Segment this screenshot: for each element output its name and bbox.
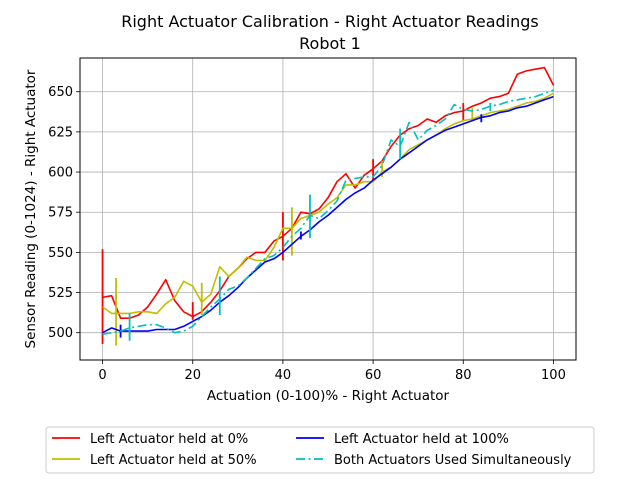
y-tick-label: 500 xyxy=(48,326,73,341)
legend: Left Actuator held at 0% Left Actuator he… xyxy=(45,426,595,474)
x-tick-label: 80 xyxy=(455,368,472,383)
x-tick-label: 0 xyxy=(98,368,106,383)
series-line xyxy=(102,92,554,315)
y-tick-label: 650 xyxy=(48,85,73,100)
y-axis-label: Sensor Reading (0-1024) - Right Actuator xyxy=(23,69,39,348)
legend-label: Left Actuator held at 100% xyxy=(334,432,509,447)
legend-frame xyxy=(45,426,595,474)
x-tick-label: 60 xyxy=(365,368,382,383)
legend-label: Left Actuator held at 50% xyxy=(90,453,257,468)
series-2 xyxy=(102,92,554,346)
y-tick-label: 525 xyxy=(48,286,73,301)
series-line xyxy=(102,89,554,336)
plot-frame xyxy=(79,57,577,361)
legend-label: Left Actuator held at 0% xyxy=(90,432,248,447)
x-axis-label: Actuation (0-100)% - Right Actuator xyxy=(207,388,450,404)
plot-background xyxy=(80,58,576,360)
x-tick-label: 20 xyxy=(184,368,201,383)
chart-title: Right Actuator Calibration - Right Actua… xyxy=(121,12,539,31)
series-line xyxy=(102,66,555,320)
y-tick-label: 600 xyxy=(48,166,73,181)
series-1 xyxy=(101,66,555,344)
x-tick-label: 100 xyxy=(541,368,566,383)
y-tick-label: 625 xyxy=(48,125,73,140)
y-tick-label: 550 xyxy=(48,246,73,261)
plot-area: 0 20 40 60 80 100 500 525 550 575 600 625 650 xyxy=(48,57,577,383)
x-axis-ticks: 0 20 40 60 80 100 xyxy=(98,360,566,383)
series-4 xyxy=(102,89,554,341)
x-tick-label: 40 xyxy=(275,368,292,383)
chart-subtitle: Robot 1 xyxy=(299,34,361,53)
series-layer xyxy=(101,66,555,346)
y-tick-label: 575 xyxy=(48,206,73,221)
legend-label: Both Actuators Used Simultaneously xyxy=(334,453,572,468)
y-axis-ticks: 500 525 550 575 600 625 650 xyxy=(48,85,80,341)
series-line xyxy=(102,95,554,334)
